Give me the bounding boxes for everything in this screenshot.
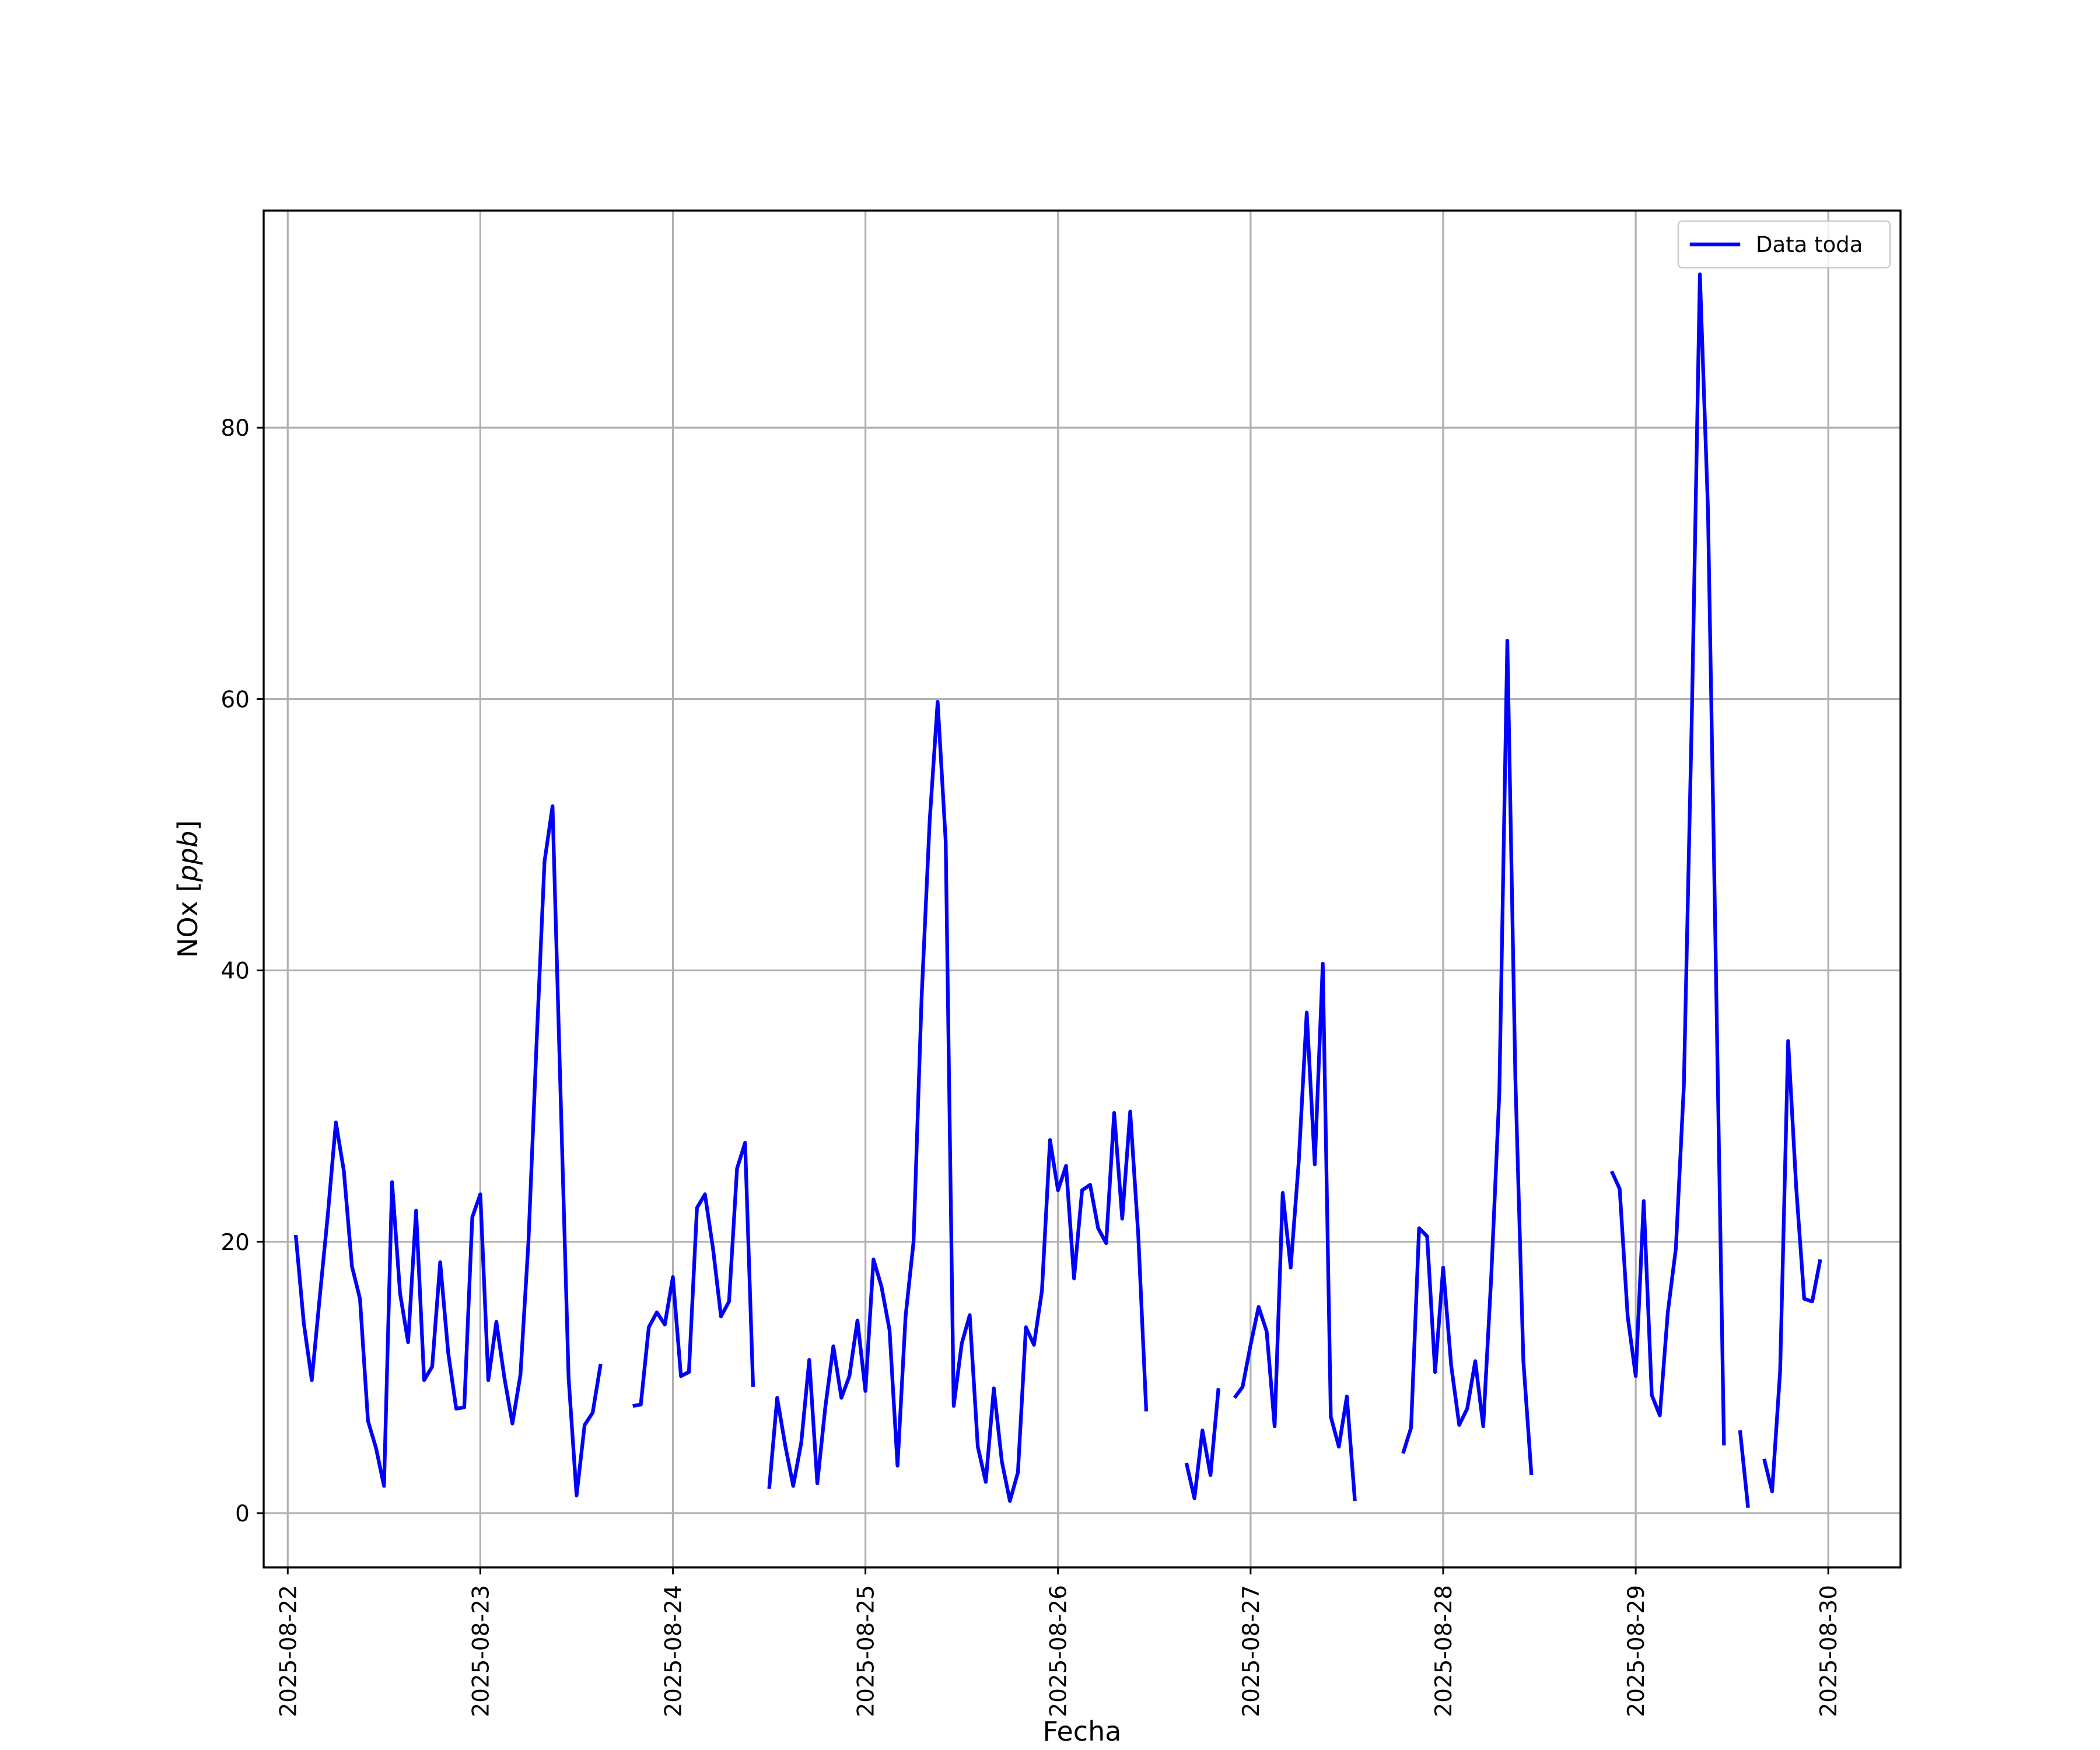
x-tick-label: 2025-08-28	[1431, 1585, 1457, 1717]
series-layer	[293, 272, 1822, 1508]
series-line-segment	[1233, 961, 1357, 1502]
legend-box	[1677, 220, 1891, 269]
x-tick-label: 2025-08-27	[1238, 1585, 1265, 1717]
legend-entry: Data toda	[1756, 232, 1863, 257]
x-tick-label: 2025-08-29	[1623, 1585, 1650, 1717]
y-axis-label: NOx [ppb]	[172, 820, 204, 958]
x-tick-label: 2025-08-23	[468, 1585, 494, 1717]
series-line-segment	[767, 699, 1149, 1503]
series-line-segment	[1401, 639, 1534, 1476]
y-tick-label: 80	[220, 415, 250, 442]
series-line-segment	[1738, 1430, 1750, 1508]
x-tick-label: 2025-08-22	[275, 1585, 302, 1717]
series-line-segment	[1184, 1388, 1220, 1500]
x-tick-label: 2025-08-26	[1046, 1585, 1072, 1717]
series-line-segment	[1609, 272, 1726, 1446]
y-tick-label: 60	[220, 687, 250, 713]
series-line-segment	[293, 804, 603, 1497]
series-line-segment	[1762, 1039, 1822, 1493]
plot-frame	[262, 209, 1902, 1569]
y-axis-label-close: ]	[172, 820, 204, 831]
y-axis-label-text: NOx [	[172, 882, 204, 958]
x-tick-label: 2025-08-30	[1816, 1585, 1842, 1717]
y-tick-label: 20	[220, 1230, 250, 1256]
grid	[264, 211, 1901, 1567]
series-line-segment	[632, 1140, 755, 1408]
x-axis-label: Fecha	[1043, 1716, 1122, 1747]
ticks: 2025-08-22 2025-08-23 2025-08-24 2025-08-25…	[220, 415, 1842, 1717]
x-tick-label: 2025-08-24	[661, 1585, 687, 1717]
y-tick-label: 40	[220, 958, 250, 985]
x-tick-label: 2025-08-25	[853, 1585, 880, 1717]
y-axis-label-unit: ppb	[172, 831, 204, 883]
y-tick-label: 0	[235, 1501, 250, 1527]
legend: Data toda	[1677, 220, 1891, 269]
